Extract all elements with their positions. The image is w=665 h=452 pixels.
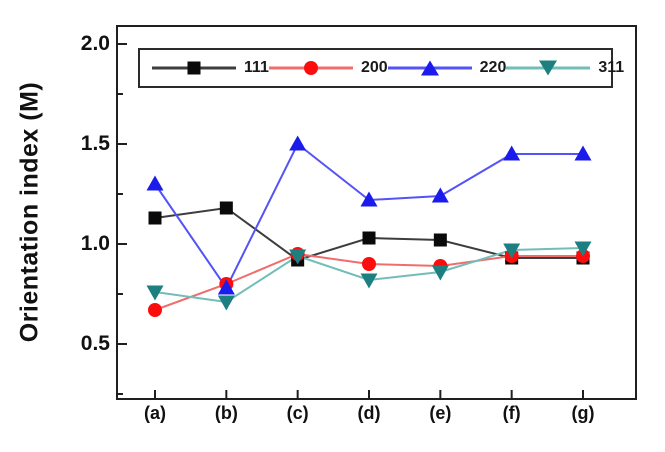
x-tick-label: (b): [214, 403, 238, 423]
legend-label: 220: [479, 59, 507, 76]
legend-entry: 220: [387, 59, 507, 77]
legend-label: 311: [598, 59, 625, 76]
x-tick-label: (g): [571, 403, 595, 423]
chart-svg: [118, 43, 592, 398]
y-tick-label: 1.0: [80, 232, 110, 255]
x-tick-label: (d): [357, 403, 381, 423]
y-axis-title: Orientation index (M): [15, 81, 44, 343]
legend-swatch: [268, 59, 353, 77]
legend-label: 111: [244, 59, 269, 76]
x-tick-label: (a): [144, 403, 166, 423]
y-tick-label: 1.5: [80, 132, 110, 155]
legend-marker-square-icon: [187, 61, 201, 75]
x-tick-label: (c): [286, 403, 309, 423]
x-tick-label: (e): [429, 403, 452, 423]
legend-entry: 200: [268, 59, 388, 77]
legend-swatch: [152, 59, 236, 77]
legend-swatch: [506, 59, 591, 77]
legend-swatch: [387, 59, 472, 77]
x-tick-label: (f): [502, 403, 521, 423]
plot-area: 111 200 220 311: [116, 25, 637, 400]
legend-marker-circle-icon: [303, 61, 318, 75]
legend-entry: 111: [152, 59, 269, 77]
legend-label: 200: [360, 59, 388, 76]
y-tick-label: 0.5: [80, 332, 110, 355]
y-tick-label: 2.0: [80, 32, 110, 55]
legend-marker-triangle-down-icon: [539, 60, 558, 76]
legend-entry: 311: [506, 59, 624, 77]
legend-marker-triangle-up-icon: [420, 60, 439, 76]
legend: 111 200 220 311: [138, 48, 624, 88]
